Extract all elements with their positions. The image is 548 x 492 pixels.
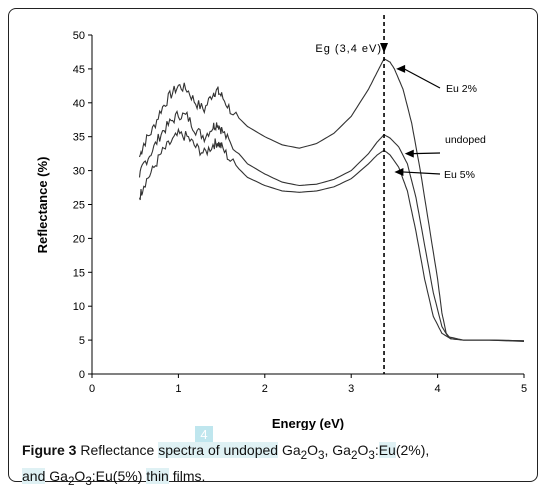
annotation-arrow-line bbox=[412, 152, 441, 155]
x-tick-label: 1 bbox=[175, 383, 181, 395]
band-gap-annotation: Eg (3,4 eV) bbox=[315, 43, 382, 55]
caption-sub: 3 bbox=[368, 448, 375, 462]
y-tick-label: 25 bbox=[73, 200, 85, 212]
caption-label: Figure 3 bbox=[22, 442, 77, 458]
x-tick-label: 3 bbox=[348, 383, 354, 395]
caption-text: thin bbox=[146, 467, 169, 484]
x-axis-label: Energy (eV) bbox=[272, 416, 344, 430]
caption-text: , Ga bbox=[324, 442, 351, 458]
caption-text: : bbox=[374, 442, 379, 458]
caption-text: spectra of undoped bbox=[158, 442, 279, 458]
page-badge: 4 bbox=[195, 426, 213, 444]
y-tick-label: 20 bbox=[73, 233, 85, 245]
caption-text: (2%), bbox=[395, 442, 430, 458]
caption-text: films. bbox=[168, 467, 206, 484]
caption-text: :Eu(5%) bbox=[91, 467, 147, 484]
plot-area: Eg (3,4 eV) Eu 2% undoped Eu 5% bbox=[138, 15, 525, 374]
series-annotation: Eu 2% bbox=[446, 83, 477, 95]
annotation-arrow-icon bbox=[404, 149, 414, 158]
annotation-arrow-line bbox=[403, 68, 441, 89]
x-tick-label: 2 bbox=[262, 383, 268, 395]
y-tick-label: 0 bbox=[79, 369, 85, 381]
series-annotation: Eu 5% bbox=[444, 169, 475, 181]
y-tick-label: 15 bbox=[73, 267, 85, 279]
caption-text: Reflectance bbox=[76, 442, 159, 458]
y-tick-label: 35 bbox=[73, 132, 85, 144]
band-gap-arrow-icon bbox=[380, 43, 389, 53]
y-axis-label: Reflectance (%) bbox=[35, 157, 50, 254]
caption-text: Ga bbox=[45, 467, 68, 484]
caption-sub: 3 bbox=[318, 448, 325, 462]
x-tick-label: 5 bbox=[521, 383, 527, 395]
caption-text: and bbox=[22, 467, 46, 484]
series-line-undoped bbox=[138, 110, 525, 342]
caption-sub: 2 bbox=[350, 448, 358, 462]
series-annotation: undoped bbox=[445, 134, 486, 146]
caption-text: O bbox=[307, 442, 319, 458]
annotation-arrow-line bbox=[402, 171, 441, 175]
y-tick-label: 5 bbox=[79, 335, 85, 347]
caption-sub: 2 bbox=[67, 474, 75, 488]
series-line-eu-2- bbox=[138, 57, 525, 343]
x-tick-label: 4 bbox=[435, 383, 441, 395]
series-line-eu-5- bbox=[138, 127, 525, 342]
annotation-arrow-icon bbox=[394, 167, 404, 176]
y-tick-label: 45 bbox=[73, 64, 85, 76]
y-tick-label: 50 bbox=[73, 30, 85, 42]
figure-caption: Figure 3 Reflectance spectra of undoped … bbox=[22, 440, 538, 492]
caption-text: Ga bbox=[278, 442, 301, 458]
caption-text: O bbox=[357, 442, 369, 458]
y-tick-label: 30 bbox=[73, 166, 85, 178]
annotation-arrow-icon bbox=[396, 64, 406, 73]
caption-sub: 3 bbox=[85, 474, 92, 488]
caption-text: Eu bbox=[378, 442, 396, 458]
figure-border bbox=[8, 8, 538, 482]
chart-labels: Energy (eV) Reflectance (%) bbox=[35, 157, 344, 430]
caption-text: O bbox=[74, 467, 86, 484]
x-tick-label: 0 bbox=[89, 383, 95, 395]
y-tick-label: 10 bbox=[73, 301, 85, 313]
caption-sub: 2 bbox=[300, 448, 308, 462]
y-tick-label: 40 bbox=[73, 98, 85, 110]
